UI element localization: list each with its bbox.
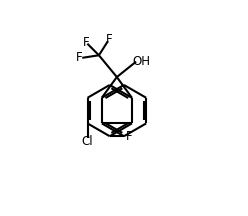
Text: OH: OH bbox=[133, 55, 151, 68]
Text: F: F bbox=[126, 130, 132, 143]
Text: F: F bbox=[83, 36, 90, 49]
Text: Cl: Cl bbox=[82, 135, 93, 148]
Text: F: F bbox=[106, 33, 113, 46]
Text: F: F bbox=[76, 51, 83, 64]
